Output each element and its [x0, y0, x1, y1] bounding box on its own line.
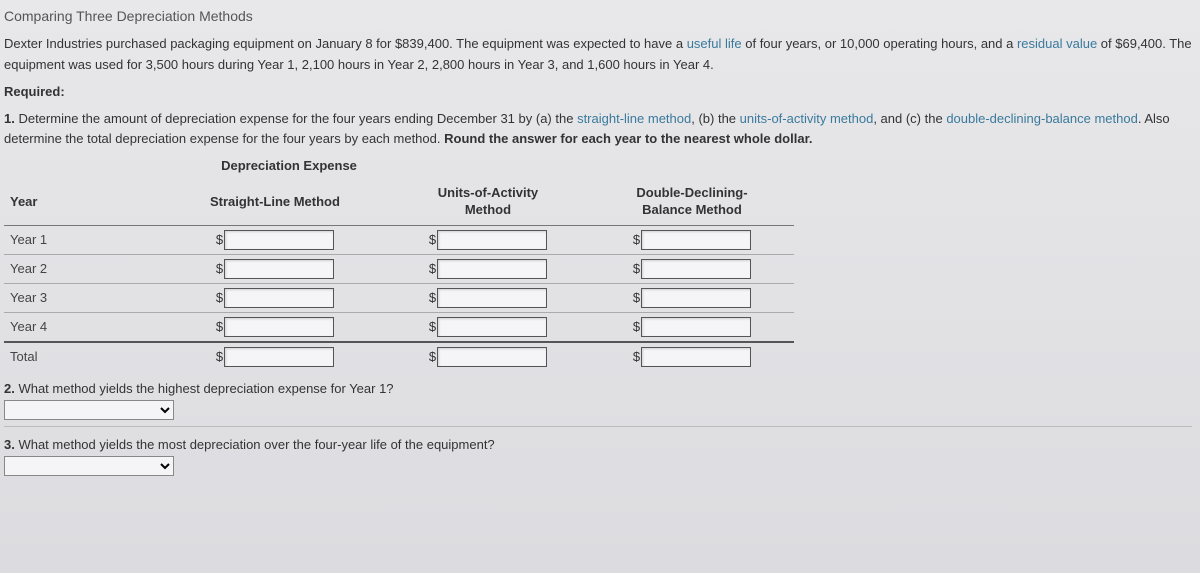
currency-symbol: $	[216, 290, 223, 305]
currency-symbol: $	[429, 232, 436, 247]
row-label-year2: Year 2	[4, 254, 164, 283]
depreciation-table: Year Straight-Line Method Units-of-Activ…	[4, 179, 794, 371]
input-year3-ddb[interactable]	[641, 288, 751, 308]
ddb-l1: Double-Declining-	[636, 185, 747, 200]
ddb-l2: Balance Method	[642, 202, 742, 217]
col-header-double-declining: Double-Declining- Balance Method	[590, 179, 794, 225]
q1-mid-ab: , (b) the	[691, 111, 739, 126]
currency-symbol: $	[429, 290, 436, 305]
currency-symbol: $	[429, 319, 436, 334]
select-q3-answer[interactable]	[4, 456, 174, 476]
col-header-straight-line: Straight-Line Method	[164, 179, 386, 225]
input-year2-ddb[interactable]	[641, 259, 751, 279]
uoa-l2: Method	[465, 202, 511, 217]
row-label-year4: Year 4	[4, 312, 164, 342]
currency-symbol: $	[216, 261, 223, 276]
question-3: 3. What method yields the most depreciat…	[4, 437, 1192, 476]
question-2: 2. What method yields the highest deprec…	[4, 381, 1192, 420]
table-row: Year 3 $ $ $	[4, 283, 794, 312]
link-units-of-activity[interactable]: units-of-activity method	[740, 111, 874, 126]
currency-symbol: $	[429, 349, 436, 364]
input-year3-uoa[interactable]	[437, 288, 547, 308]
col-header-year: Year	[4, 179, 164, 225]
currency-symbol: $	[633, 319, 640, 334]
row-label-year1: Year 1	[4, 225, 164, 254]
table-caption: Depreciation Expense	[4, 158, 574, 173]
select-q2-answer[interactable]	[4, 400, 174, 420]
link-double-declining[interactable]: double-declining-balance method	[946, 111, 1138, 126]
table-row: Year 4 $ $ $	[4, 312, 794, 342]
currency-symbol: $	[216, 232, 223, 247]
question-1: 1. Determine the amount of depreciation …	[4, 109, 1192, 151]
input-total-sl[interactable]	[224, 347, 334, 367]
currency-symbol: $	[633, 349, 640, 364]
q1-mid-bc: , and (c) the	[873, 111, 946, 126]
q3-number: 3.	[4, 437, 15, 452]
link-useful-life[interactable]: useful life	[687, 36, 742, 51]
input-year2-uoa[interactable]	[437, 259, 547, 279]
table-row: Year 1 $ $ $	[4, 225, 794, 254]
currency-symbol: $	[216, 349, 223, 364]
q2-number: 2.	[4, 381, 15, 396]
input-total-uoa[interactable]	[437, 347, 547, 367]
link-residual-value[interactable]: residual value	[1017, 36, 1097, 51]
row-label-year3: Year 3	[4, 283, 164, 312]
input-year3-sl[interactable]	[224, 288, 334, 308]
uoa-l1: Units-of-Activity	[438, 185, 538, 200]
input-year4-ddb[interactable]	[641, 317, 751, 337]
input-year4-sl[interactable]	[224, 317, 334, 337]
currency-symbol: $	[633, 290, 640, 305]
currency-symbol: $	[429, 261, 436, 276]
q3-text: What method yields the most depreciation…	[15, 437, 495, 452]
input-year4-uoa[interactable]	[437, 317, 547, 337]
input-year2-sl[interactable]	[224, 259, 334, 279]
table-row: Year 2 $ $ $	[4, 254, 794, 283]
q2-text: What method yields the highest depreciat…	[15, 381, 394, 396]
table-row-total: Total $ $ $	[4, 342, 794, 371]
col-header-units-of-activity: Units-of-Activity Method	[386, 179, 590, 225]
problem-text-a: Dexter Industries purchased packaging eq…	[4, 36, 687, 51]
input-total-ddb[interactable]	[641, 347, 751, 367]
currency-symbol: $	[633, 232, 640, 247]
currency-symbol: $	[216, 319, 223, 334]
input-year1-ddb[interactable]	[641, 230, 751, 250]
link-straight-line[interactable]: straight-line method	[577, 111, 691, 126]
q1-number: 1.	[4, 111, 15, 126]
divider	[4, 426, 1192, 427]
input-year1-uoa[interactable]	[437, 230, 547, 250]
q1-bold-tail: Round the answer for each year to the ne…	[444, 131, 812, 146]
q1-lead: Determine the amount of depreciation exp…	[15, 111, 577, 126]
required-label: Required:	[4, 84, 1192, 99]
problem-text-b: of four years, or 10,000 operating hours…	[742, 36, 1017, 51]
row-label-total: Total	[4, 342, 164, 371]
currency-symbol: $	[633, 261, 640, 276]
problem-paragraph: Dexter Industries purchased packaging eq…	[4, 34, 1192, 76]
input-year1-sl[interactable]	[224, 230, 334, 250]
page-title: Comparing Three Depreciation Methods	[4, 8, 1192, 24]
